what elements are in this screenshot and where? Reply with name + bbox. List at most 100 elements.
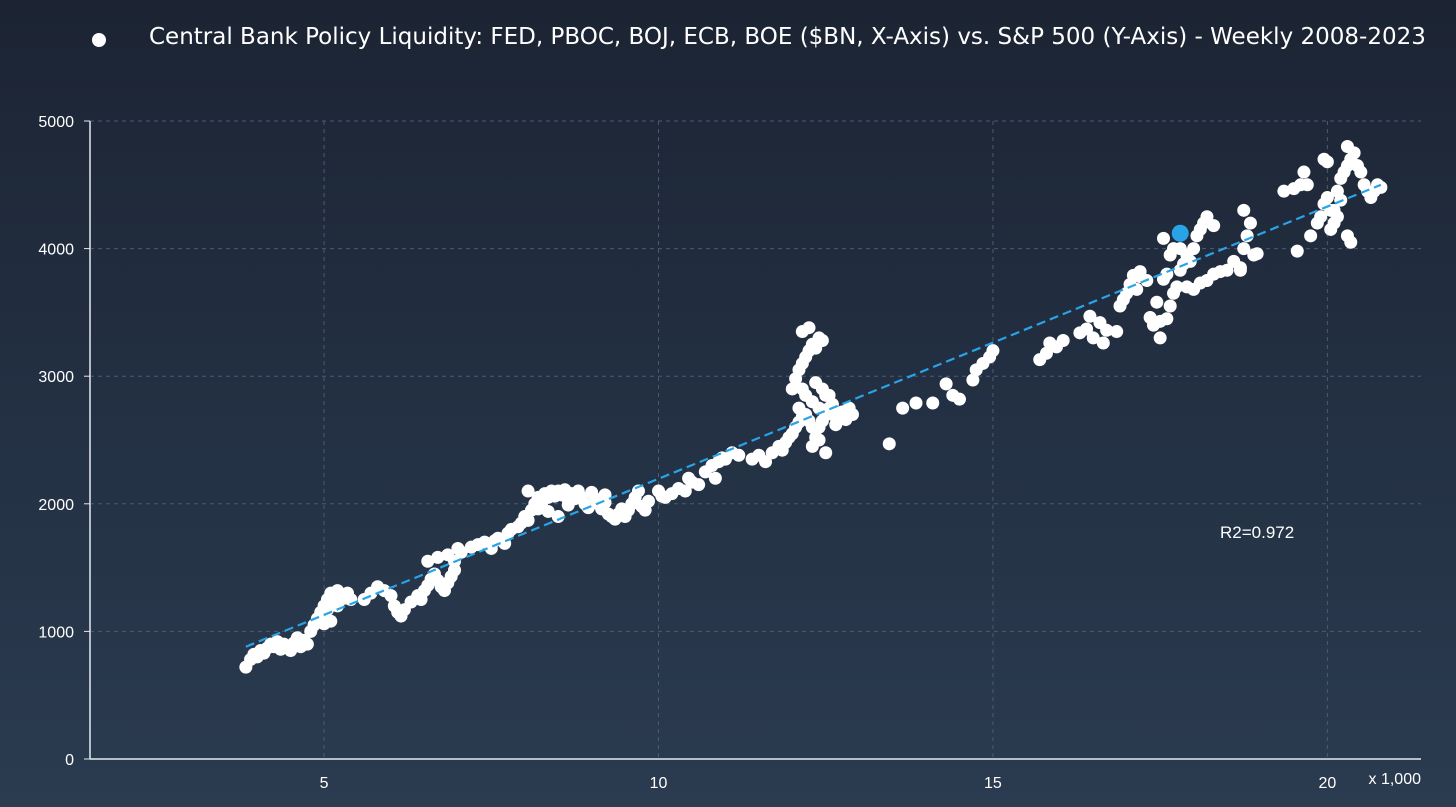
data-point — [1110, 325, 1124, 339]
data-point — [1300, 178, 1314, 192]
data-point — [1340, 140, 1354, 154]
data-point — [561, 498, 575, 512]
data-point — [1187, 242, 1201, 256]
data-point — [678, 484, 692, 498]
data-point — [805, 439, 819, 453]
y-tick-label: 4000 — [38, 242, 74, 259]
data-point — [1237, 203, 1251, 217]
data-point — [926, 396, 940, 410]
data-point — [802, 321, 816, 335]
data-point — [1304, 229, 1318, 243]
y-tick-label: 2000 — [38, 497, 74, 514]
data-point — [448, 563, 462, 577]
data-point — [421, 554, 435, 568]
data-point — [909, 396, 923, 410]
data-point — [795, 382, 809, 396]
data-point — [986, 344, 1000, 358]
data-point — [1039, 346, 1053, 360]
data-point — [896, 401, 910, 415]
data-point — [1100, 323, 1114, 337]
data-point — [822, 388, 836, 402]
data-point — [1374, 180, 1388, 194]
data-point — [1320, 191, 1334, 205]
data-point — [1163, 299, 1177, 313]
y-tick-label: 0 — [65, 752, 74, 769]
data-point — [819, 446, 833, 460]
data-point — [1096, 336, 1110, 350]
data-point — [1170, 280, 1184, 294]
data-point — [551, 510, 565, 524]
data-point — [384, 589, 398, 603]
data-point — [1207, 219, 1221, 233]
trendline-group — [245, 183, 1382, 648]
data-point — [792, 401, 806, 415]
data-point — [1133, 265, 1147, 279]
data-point — [641, 494, 655, 508]
data-point — [1150, 295, 1164, 309]
data-point — [759, 455, 773, 469]
data-point — [1160, 312, 1174, 326]
data-point — [1320, 155, 1334, 169]
y-tick-label: 5000 — [38, 114, 74, 131]
data-point — [521, 513, 535, 527]
data-point — [1237, 242, 1251, 256]
data-point — [454, 545, 468, 559]
x-tick-label: 20 — [1318, 775, 1336, 792]
highlight-group — [1171, 224, 1189, 242]
data-point — [521, 484, 535, 498]
data-point — [531, 502, 545, 516]
data-point — [732, 448, 746, 462]
legend: Central Bank Policy Liquidity: FED, PBOC… — [92, 24, 1426, 50]
y-tick-label: 1000 — [38, 624, 74, 641]
data-point — [541, 504, 555, 518]
gridlines — [90, 120, 1421, 759]
data-point — [1324, 222, 1338, 236]
data-point — [1173, 242, 1187, 256]
x-unit-label: x 1,000 — [1369, 771, 1422, 788]
data-point — [1354, 165, 1368, 179]
data-point — [431, 550, 445, 564]
data-point — [1220, 263, 1234, 277]
data-point — [1327, 203, 1341, 217]
data-point — [1243, 216, 1257, 230]
data-point — [815, 333, 829, 347]
data-point — [785, 382, 799, 396]
y-tick-label: 3000 — [38, 369, 74, 386]
data-point — [598, 488, 612, 502]
data-point — [708, 471, 722, 485]
data-point — [845, 407, 859, 421]
data-point — [1314, 210, 1328, 224]
data-point — [1153, 331, 1167, 345]
data-point — [882, 437, 896, 451]
data-point — [1156, 231, 1170, 245]
data-point — [1056, 333, 1070, 347]
r2-annotation: R2=0.972 — [1220, 523, 1294, 542]
data-point — [1297, 165, 1311, 179]
data-point — [939, 377, 953, 391]
data-point — [1290, 244, 1304, 258]
data-point — [1080, 322, 1094, 336]
data-point — [692, 478, 706, 492]
legend-label: Central Bank Policy Liquidity: FED, PBOC… — [149, 24, 1426, 50]
x-tick-label: 5 — [320, 775, 329, 792]
data-points — [239, 140, 1388, 674]
data-point — [966, 373, 980, 387]
data-point — [1277, 184, 1291, 198]
highlighted-point — [1171, 224, 1189, 242]
x-tick-labels: 5 10 15 20 — [320, 775, 1337, 792]
x-tick-label: 10 — [650, 775, 668, 792]
data-point — [300, 637, 314, 651]
y-tick-labels: 0 1000 2000 3000 4000 5000 — [38, 114, 90, 769]
data-point — [1086, 331, 1100, 345]
data-point — [1250, 247, 1264, 261]
data-point — [1083, 309, 1097, 323]
legend-marker — [92, 33, 106, 47]
data-point — [1233, 263, 1247, 277]
data-point — [1344, 235, 1358, 249]
data-point — [1200, 210, 1214, 224]
trendline — [245, 183, 1382, 648]
axes — [89, 121, 1421, 760]
data-point — [952, 392, 966, 406]
x-tick-label: 15 — [984, 775, 1002, 792]
